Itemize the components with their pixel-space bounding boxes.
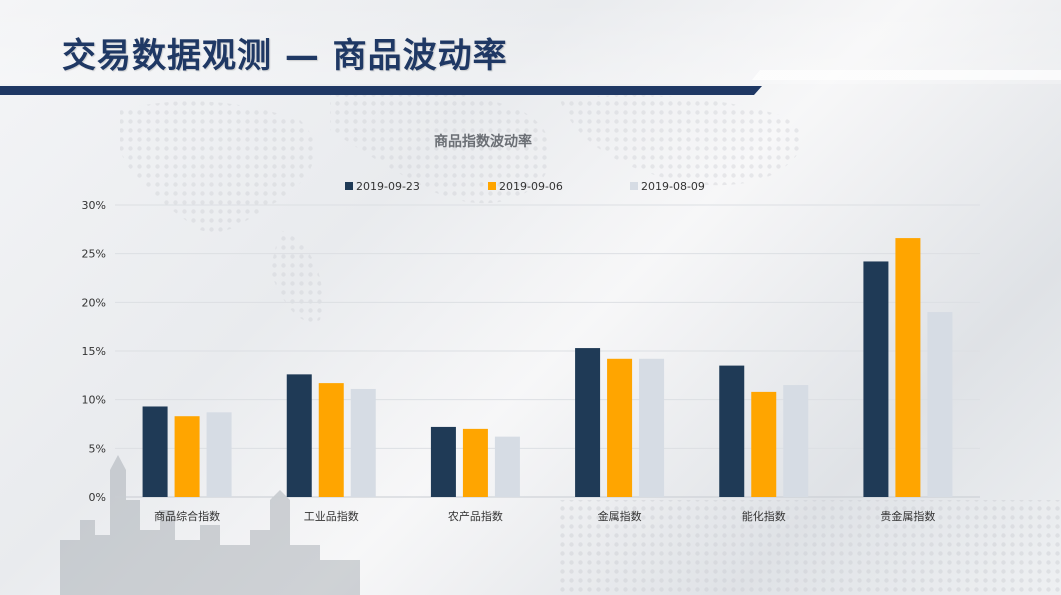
legend-swatch [488, 182, 496, 190]
bar-2019-08-09 [206, 412, 232, 497]
chart-gridlines [115, 204, 980, 498]
x-tick-label: 工业品指数 [304, 509, 359, 523]
legend-label: 2019-08-09 [641, 180, 705, 193]
legend-swatch [630, 182, 638, 190]
chart-legend: 2019-09-23 2019-09-06 2019-08-09 [345, 180, 705, 193]
bar-2019-08-09 [927, 312, 953, 497]
legend-label: 2019-09-23 [356, 180, 420, 193]
y-tick-label: 5% [89, 442, 106, 455]
bar-2019-09-23 [286, 374, 312, 497]
bars [142, 238, 953, 498]
bar-2019-08-09 [494, 436, 520, 497]
bar-2019-09-06 [751, 391, 777, 497]
world-map-decoration [120, 90, 802, 322]
x-tick-label: 金属指数 [598, 509, 642, 523]
bar-2019-09-23 [863, 261, 889, 497]
bar-2019-09-06 [174, 416, 200, 497]
chart-title: 商品指数波动率 [434, 133, 532, 150]
bar-2019-08-09 [639, 358, 665, 497]
legend-label: 2019-09-06 [499, 180, 563, 193]
legend-swatch [345, 182, 353, 190]
x-axis: 商品综合指数 工业品指数 农产品指数 金属指数 能化指数 贵金属指数 [154, 509, 935, 523]
bar-2019-09-06 [895, 238, 921, 498]
bar-2019-09-06 [607, 358, 633, 497]
skyline-decoration [60, 455, 360, 595]
page-title: 交易数据观测 — 商品波动率 [62, 36, 508, 76]
bar-2019-09-06 [462, 428, 488, 497]
bar-2019-08-09 [350, 388, 376, 497]
bar-2019-09-23 [142, 406, 168, 497]
bar-2019-09-23 [719, 365, 745, 497]
x-tick-label: 农产品指数 [448, 509, 503, 523]
bar-2019-08-09 [783, 385, 809, 497]
y-tick-label: 0% [89, 491, 106, 504]
y-tick-label: 10% [82, 394, 106, 407]
bar-2019-09-06 [318, 383, 344, 497]
y-tick-label: 15% [82, 345, 106, 358]
bar-2019-09-23 [575, 348, 601, 497]
y-tick-label: 30% [82, 199, 106, 212]
x-tick-label: 能化指数 [742, 509, 786, 523]
y-axis: 0% 5% 10% 15% 20% 25% 30% [82, 199, 106, 504]
y-tick-label: 25% [82, 248, 106, 261]
x-tick-label: 贵金属指数 [880, 509, 935, 523]
x-tick-label: 商品综合指数 [154, 509, 220, 523]
bar-2019-09-23 [430, 426, 456, 497]
y-tick-label: 20% [82, 296, 106, 309]
